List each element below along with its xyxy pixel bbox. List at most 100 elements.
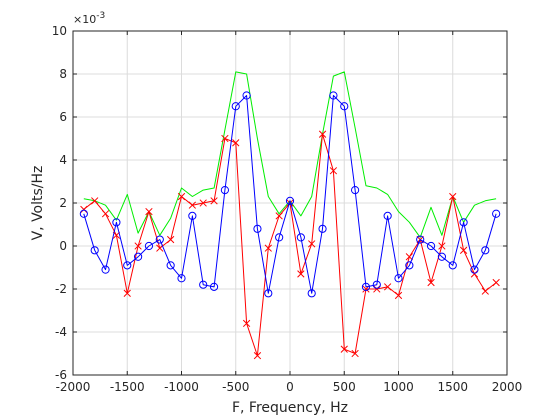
data-point — [210, 197, 218, 205]
x-tick-label: 1500 — [437, 380, 468, 394]
data-point — [383, 283, 392, 291]
y-tick-label: 10 — [52, 24, 67, 38]
data-point — [296, 233, 305, 242]
data-point — [437, 252, 446, 261]
data-point — [134, 252, 143, 261]
y-tick-label: -6 — [55, 368, 67, 382]
series-line — [83, 95, 497, 294]
grid — [72, 30, 508, 376]
x-tick-label: 2000 — [492, 380, 523, 394]
data-point — [123, 289, 131, 297]
data-point — [90, 246, 99, 255]
x-tick-label: -2000 — [56, 380, 91, 394]
data-point — [470, 265, 479, 274]
y-exponent-power: -3 — [96, 11, 105, 21]
y-tick-label: -4 — [55, 325, 67, 339]
data-point — [297, 270, 305, 278]
data-point — [199, 199, 207, 207]
data-point — [394, 274, 403, 283]
data-point — [79, 209, 88, 218]
data-point — [144, 241, 154, 251]
data-point — [91, 197, 99, 205]
data-point — [232, 139, 240, 147]
data-point — [383, 211, 392, 220]
data-point — [351, 349, 359, 358]
data-point — [340, 345, 348, 353]
data-point — [264, 289, 273, 298]
data-point — [166, 235, 175, 244]
data-point — [101, 265, 110, 274]
data-point — [308, 240, 316, 248]
series-1 — [80, 130, 500, 360]
data-point — [177, 192, 186, 201]
data-point — [329, 91, 338, 100]
y-tick-label: 8 — [59, 67, 67, 81]
x-tick-label: -1500 — [110, 380, 145, 394]
data-point — [481, 246, 490, 255]
data-point — [155, 235, 164, 244]
y-tick-label: 4 — [59, 153, 67, 167]
x-axis-label: F, Frequency, Hz — [232, 400, 348, 416]
data-point — [329, 167, 338, 175]
data-point — [123, 261, 132, 270]
data-point — [405, 261, 414, 270]
series-layer — [79, 71, 501, 360]
data-point — [221, 134, 229, 143]
data-point — [405, 253, 414, 261]
data-point — [318, 130, 327, 138]
x-tick-label: 500 — [333, 380, 356, 394]
data-point — [80, 205, 88, 214]
data-point — [285, 196, 295, 205]
data-point — [372, 280, 381, 289]
data-point — [220, 186, 229, 195]
y-tick-label: 0 — [59, 239, 67, 253]
data-point — [177, 274, 186, 283]
data-point — [264, 244, 272, 252]
data-point — [470, 270, 479, 278]
data-point — [231, 102, 240, 111]
data-point — [426, 241, 436, 251]
y-exponent-label: ×10-3 — [73, 11, 105, 26]
data-point — [134, 242, 142, 250]
x-tick-label: -1000 — [164, 380, 199, 394]
data-point — [209, 282, 219, 291]
data-point — [307, 289, 316, 298]
ticks: -2000 -1500 -1000 -500 0 500 1000 1500 2000 -6 -4 -… — [52, 24, 523, 394]
data-point — [416, 235, 425, 244]
data-point — [242, 91, 251, 100]
data-point — [199, 280, 208, 289]
x-tick-label: -500 — [222, 380, 249, 394]
data-point — [112, 218, 121, 227]
data-point — [275, 233, 284, 242]
data-point — [438, 242, 446, 250]
data-point — [394, 291, 403, 300]
data-point — [242, 319, 251, 328]
y-exponent-base: ×10 — [73, 13, 96, 26]
data-point — [459, 246, 468, 254]
data-point — [361, 282, 371, 291]
data-point — [318, 224, 327, 233]
x-tick-label: 0 — [286, 380, 294, 394]
x-tick-label: 1000 — [383, 380, 414, 394]
data-point — [340, 102, 349, 111]
data-point — [427, 278, 435, 287]
data-point — [253, 351, 262, 360]
data-point — [286, 199, 294, 207]
data-point — [166, 261, 175, 270]
y-axis-label: V, Volts/Hz — [30, 166, 46, 241]
data-point — [145, 207, 153, 216]
data-point — [492, 209, 501, 218]
data-point — [492, 278, 500, 287]
data-point — [101, 210, 110, 218]
data-point — [448, 261, 457, 270]
data-point — [188, 201, 197, 209]
y-tick-label: 2 — [59, 196, 67, 210]
data-point — [373, 285, 381, 293]
data-point — [188, 211, 197, 220]
data-point — [253, 224, 262, 233]
series-2 — [79, 91, 501, 298]
data-point — [449, 192, 457, 201]
data-point — [275, 212, 283, 220]
data-point — [459, 218, 468, 227]
